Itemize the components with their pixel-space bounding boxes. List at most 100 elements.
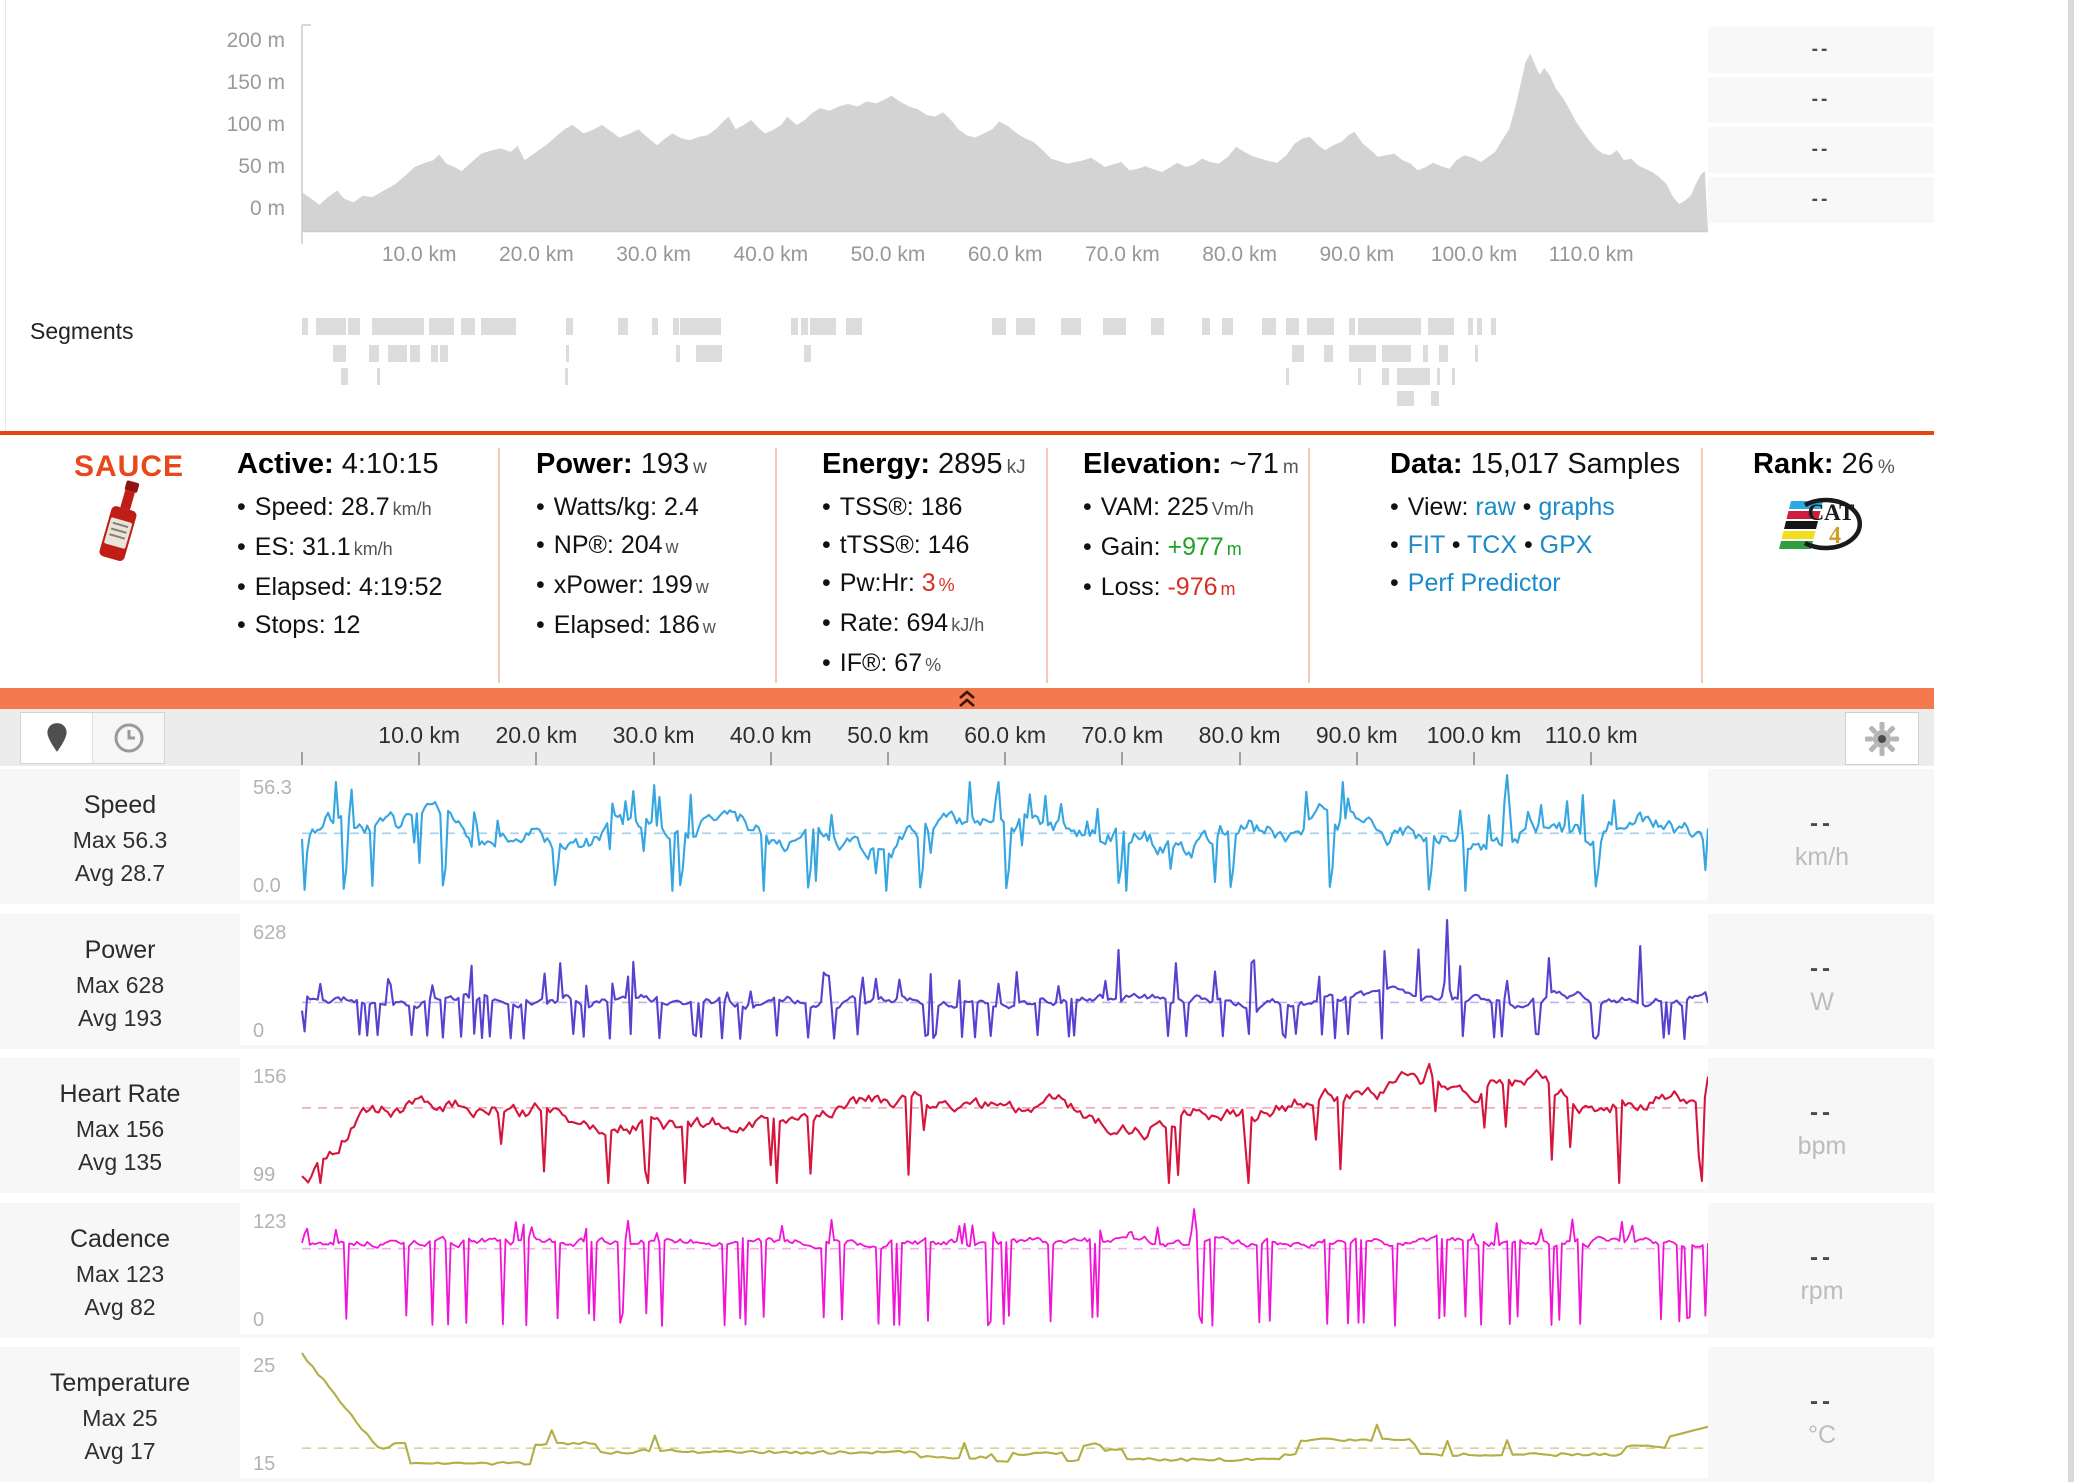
hidden-value-row: --	[1708, 27, 1934, 73]
segment-block[interactable]	[809, 318, 837, 335]
segment-block[interactable]	[1286, 318, 1299, 335]
segment-block[interactable]	[675, 345, 681, 362]
segment-block[interactable]	[680, 318, 721, 335]
metric-avg-label: Avg 135	[78, 1149, 162, 1175]
segment-block[interactable]	[1422, 345, 1429, 362]
segment-block[interactable]	[1291, 345, 1305, 362]
metric-name: Power	[84, 935, 156, 964]
link-graphs[interactable]: graphs	[1538, 493, 1615, 521]
segment-block[interactable]	[846, 318, 862, 335]
segment-block[interactable]	[1431, 391, 1440, 406]
link-fit[interactable]: FIT	[1407, 531, 1445, 559]
segment-block[interactable]	[564, 368, 568, 385]
axis-tick-mark	[1590, 752, 1593, 765]
segment-block[interactable]	[1381, 345, 1412, 362]
segment-block[interactable]	[439, 345, 449, 362]
segment-block[interactable]	[348, 318, 360, 335]
axis-tick-mark	[769, 752, 772, 765]
metric-plot-area[interactable]: 56.3 0.0	[240, 769, 1710, 900]
segment-block[interactable]	[1491, 318, 1496, 335]
segment-block[interactable]	[1349, 318, 1356, 335]
segment-block[interactable]	[1439, 345, 1448, 362]
svg-text:4: 4	[1829, 523, 1841, 549]
segment-block[interactable]	[673, 318, 679, 335]
distance-mode-button[interactable]	[21, 713, 92, 763]
segment-block[interactable]	[1307, 318, 1334, 335]
segment-block[interactable]	[992, 318, 1007, 335]
stat-item-data-0: • View: raw • graphs	[1390, 493, 1615, 521]
segment-block[interactable]	[1467, 318, 1474, 335]
metric-plot-area[interactable]: 123 0	[240, 1202, 1709, 1334]
metric-plot-area[interactable]: 25 15	[240, 1347, 1709, 1478]
segment-block[interactable]	[1103, 318, 1126, 335]
vertical-scrollbar[interactable]	[2068, 0, 2074, 1482]
segment-block[interactable]	[566, 345, 570, 362]
segment-block[interactable]	[801, 318, 809, 335]
elevation-profile-chart[interactable]	[240, 18, 1710, 248]
segment-block[interactable]	[618, 318, 629, 335]
segment-block[interactable]	[332, 345, 346, 362]
segment-block[interactable]	[566, 318, 574, 335]
segment-block[interactable]	[341, 368, 349, 385]
segment-block[interactable]	[1397, 368, 1430, 385]
segment-block[interactable]	[1262, 318, 1277, 335]
segment-block[interactable]	[652, 318, 658, 335]
segment-block[interactable]	[460, 318, 475, 335]
segment-block[interactable]	[1397, 391, 1415, 406]
metric-line-chart[interactable]	[240, 769, 1710, 900]
segment-block[interactable]	[1357, 318, 1422, 335]
link-raw[interactable]: raw	[1475, 493, 1516, 521]
segment-block[interactable]	[1452, 368, 1456, 385]
segment-block[interactable]	[431, 345, 439, 362]
link-gpx[interactable]: GPX	[1539, 531, 1593, 559]
link-perf-predictor[interactable]: Perf Predictor	[1407, 569, 1561, 597]
segment-block[interactable]	[1221, 318, 1233, 335]
elevation-x-tick-label: 100.0 km	[1430, 243, 1518, 266]
segment-block[interactable]	[316, 318, 346, 335]
metric-avg-label: Avg 82	[84, 1293, 156, 1320]
segment-block[interactable]	[1474, 345, 1478, 362]
metric-line-chart[interactable]	[240, 914, 1710, 1045]
segment-block[interactable]	[480, 318, 516, 335]
metric-max-label: Max 156	[75, 1116, 165, 1142]
segment-block[interactable]	[428, 318, 454, 335]
link-tcx[interactable]: TCX	[1467, 531, 1518, 559]
segment-block[interactable]	[369, 345, 380, 362]
segment-block[interactable]	[1016, 318, 1035, 335]
segment-block[interactable]	[1349, 345, 1377, 362]
axis-tick-mark	[535, 752, 538, 765]
sauce-bottle-icon	[87, 475, 155, 570]
stat-bullets-power: • Watts/kg: 2.4 • NP®: 204 w • xPower: 199 w • El…	[536, 493, 775, 641]
metric-plot-area[interactable]: 156 99	[240, 1058, 1710, 1189]
segment-block[interactable]	[1436, 368, 1440, 385]
time-mode-button[interactable]	[92, 713, 164, 763]
metric-plot-area[interactable]: 628 0	[240, 913, 1710, 1045]
segment-block[interactable]	[302, 318, 308, 335]
stat-item-elevation-1: • Gain: +977 m	[1083, 533, 1242, 561]
segment-block[interactable]	[803, 345, 811, 362]
segment-block[interactable]	[1201, 318, 1211, 335]
segment-block[interactable]	[1061, 318, 1081, 335]
segment-block[interactable]	[1357, 368, 1361, 385]
stat-item-data-2: • Perf Predictor	[1390, 569, 1561, 597]
metric-value-panel: -- rpm	[1710, 1203, 1934, 1338]
segment-block[interactable]	[410, 345, 421, 362]
collapse-chevrons-icon[interactable]	[956, 690, 978, 708]
stat-item-power-3: • Elapsed: 186 w	[536, 611, 716, 639]
segment-block[interactable]	[1477, 318, 1482, 335]
segment-block[interactable]	[1151, 318, 1164, 335]
segment-block[interactable]	[1381, 368, 1389, 385]
segment-block[interactable]	[695, 345, 723, 362]
segment-block[interactable]	[1428, 318, 1454, 335]
segment-block[interactable]	[791, 318, 799, 335]
segment-block[interactable]	[372, 318, 425, 335]
segment-block[interactable]	[376, 368, 380, 385]
segment-block[interactable]	[1324, 345, 1333, 362]
chart-settings-button[interactable]	[1845, 712, 1919, 765]
metric-line-chart[interactable]	[240, 1058, 1710, 1189]
segment-block[interactable]	[1286, 368, 1290, 385]
metric-line-chart[interactable]	[240, 1203, 1709, 1334]
segment-block[interactable]	[387, 345, 408, 362]
metric-line-chart[interactable]	[240, 1347, 1709, 1478]
